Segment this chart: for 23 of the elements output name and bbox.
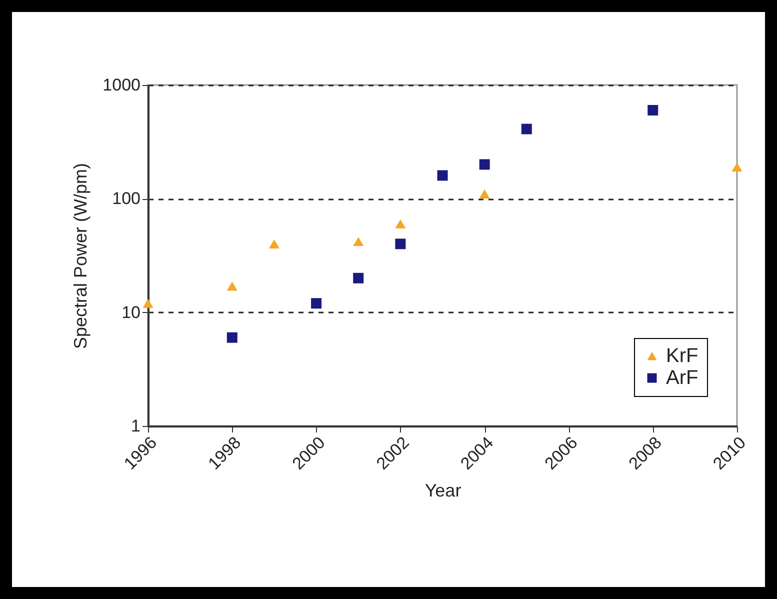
point (353, 272, 364, 284)
y-tick-label: 1 (131, 416, 140, 436)
point (479, 159, 490, 170)
y-axis-title: Spectral Power (W/pm) (70, 162, 91, 350)
point (353, 236, 364, 246)
point (226, 282, 238, 291)
point (479, 189, 490, 199)
point (311, 298, 322, 309)
legend-label: ArF (666, 367, 698, 389)
point (395, 238, 406, 250)
point (437, 170, 448, 181)
y-tick-label: 100 (112, 189, 140, 208)
point (521, 124, 532, 134)
x-axis-title: Year (424, 480, 462, 501)
y-tick-label: 1000 (102, 76, 140, 94)
point (268, 239, 280, 248)
point (395, 219, 406, 228)
point (732, 162, 742, 172)
legend-label: KrF (666, 345, 698, 367)
point (226, 332, 238, 343)
point (142, 298, 154, 308)
point (648, 104, 658, 116)
y-tick-label: 10 (122, 302, 140, 322)
